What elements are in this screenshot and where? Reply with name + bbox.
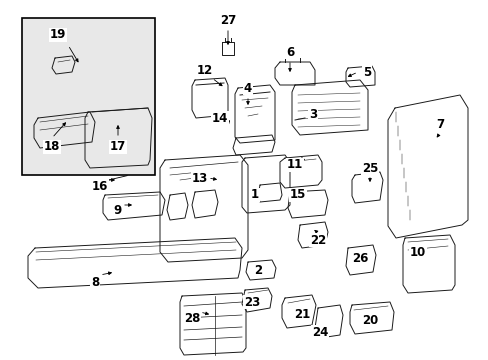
Text: 7: 7	[435, 118, 443, 131]
Text: 18: 18	[44, 140, 60, 153]
Text: 23: 23	[244, 296, 260, 309]
Text: 19: 19	[50, 28, 66, 41]
Text: 1: 1	[250, 189, 259, 202]
Text: 24: 24	[311, 325, 327, 338]
Text: 5: 5	[362, 66, 370, 78]
Text: 20: 20	[361, 314, 377, 327]
Text: 3: 3	[308, 108, 316, 122]
Text: 11: 11	[286, 158, 303, 171]
Text: 22: 22	[309, 234, 325, 247]
Text: 26: 26	[351, 252, 367, 265]
Text: 8: 8	[91, 275, 99, 288]
Text: 12: 12	[197, 63, 213, 77]
Text: 10: 10	[409, 246, 425, 258]
Text: 25: 25	[361, 162, 377, 175]
Text: 14: 14	[211, 112, 228, 125]
Text: 17: 17	[110, 140, 126, 153]
Text: 15: 15	[289, 189, 305, 202]
Text: 21: 21	[293, 309, 309, 321]
Text: 28: 28	[183, 311, 200, 324]
Text: 13: 13	[191, 171, 208, 184]
Text: 6: 6	[285, 45, 293, 58]
Text: 9: 9	[114, 203, 122, 216]
Text: 27: 27	[220, 13, 236, 27]
Text: 16: 16	[92, 180, 108, 193]
Text: 2: 2	[253, 264, 262, 276]
Text: 4: 4	[244, 81, 252, 94]
FancyBboxPatch shape	[22, 18, 155, 175]
